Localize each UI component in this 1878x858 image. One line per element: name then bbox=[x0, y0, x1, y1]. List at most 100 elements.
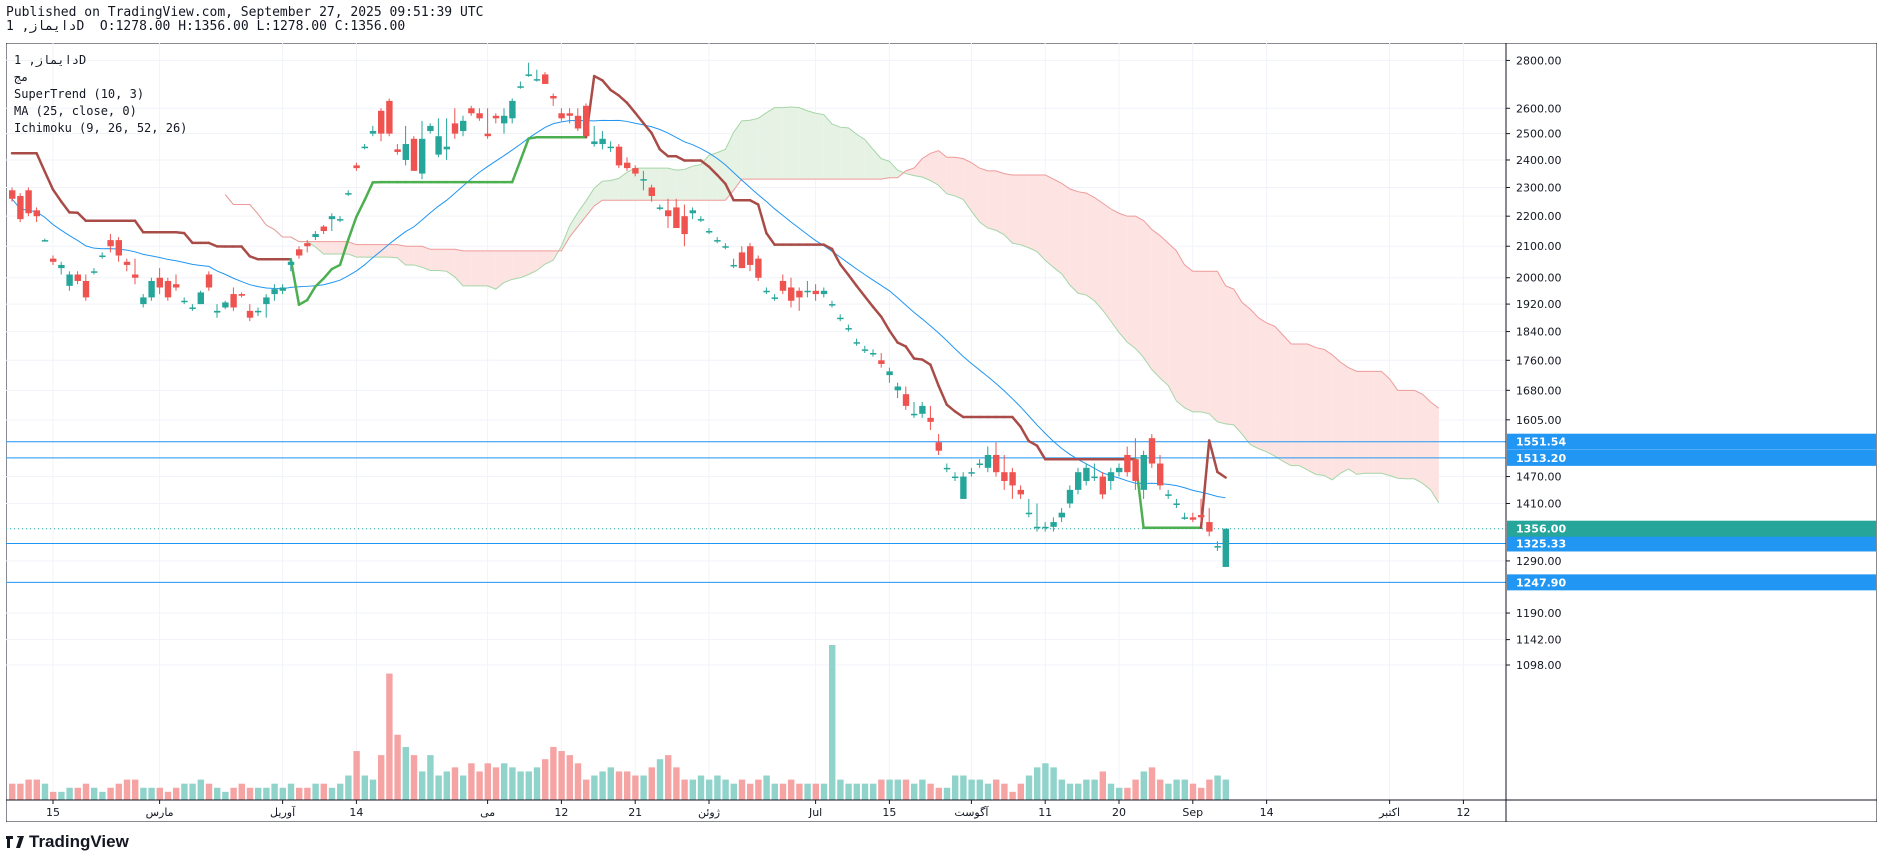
ichimoku-cloud-segment bbox=[1086, 193, 1095, 301]
volume-bar bbox=[722, 779, 729, 800]
supertrend-segment bbox=[658, 148, 670, 158]
y-tick-label: 1680.00 bbox=[1516, 384, 1562, 397]
candle-body bbox=[911, 413, 918, 416]
volume-bar bbox=[960, 775, 967, 800]
candle-body bbox=[1001, 472, 1008, 481]
candle-body bbox=[1066, 489, 1074, 504]
candle-body bbox=[353, 165, 360, 169]
ichimoku-cloud-segment bbox=[766, 107, 775, 180]
ichimoku-cloud-segment bbox=[1069, 188, 1078, 294]
ichimoku-cloud-segment bbox=[512, 250, 521, 280]
supertrend-segment bbox=[1027, 439, 1039, 447]
supertrend-segment bbox=[1019, 425, 1031, 443]
candle-body bbox=[689, 210, 696, 214]
volume-bar bbox=[271, 783, 278, 800]
volume-bar bbox=[697, 775, 705, 800]
supertrend-segment bbox=[527, 135, 539, 140]
candle-body bbox=[279, 287, 286, 291]
y-tick-label: 2100.00 bbox=[1516, 240, 1562, 253]
volume-bar bbox=[238, 783, 245, 800]
candle-body bbox=[779, 280, 787, 291]
volume-bar bbox=[525, 771, 532, 800]
ichimoku-span-a bbox=[224, 106, 1440, 504]
supertrend-segment bbox=[43, 170, 55, 191]
ichimoku-cloud-segment bbox=[987, 170, 996, 231]
volume-bar bbox=[345, 775, 352, 800]
volume-bar bbox=[82, 783, 90, 800]
y-tick-label: 1760.00 bbox=[1516, 354, 1562, 367]
price-chart[interactable]: 1098.00 1142.00 1190.00 1247.90 1290.00 1325.… bbox=[5, 42, 1878, 823]
volume-bar bbox=[107, 787, 114, 800]
volume-bar bbox=[632, 775, 639, 800]
tradingview-logo-icon bbox=[6, 836, 24, 848]
ichimoku-cloud-segment bbox=[922, 153, 931, 181]
ichimoku-cloud-segment bbox=[487, 250, 496, 290]
volume-bar bbox=[681, 779, 688, 800]
price-badge-label: 1513.20 bbox=[1516, 452, 1566, 465]
ichimoku-cloud-segment bbox=[1176, 250, 1185, 408]
volume-bar bbox=[33, 779, 40, 800]
ichimoku-cloud-segment bbox=[1389, 378, 1398, 479]
candle-body bbox=[574, 115, 582, 129]
volume-bar bbox=[542, 759, 549, 800]
volume-bar bbox=[656, 759, 664, 800]
volume-bar bbox=[361, 775, 368, 800]
ichimoku-cloud-segment bbox=[397, 244, 406, 265]
x-tick-label: اکتبر bbox=[1378, 806, 1400, 819]
price-badge bbox=[1507, 535, 1876, 552]
ichimoku-cloud-segment bbox=[504, 250, 513, 283]
y-tick-label: 1410.00 bbox=[1516, 497, 1562, 510]
ichimoku-cloud-segment bbox=[1119, 213, 1128, 343]
ichimoku-cloud-segment bbox=[1340, 362, 1349, 474]
volume-bar bbox=[1058, 779, 1065, 800]
volume-bar bbox=[58, 791, 65, 800]
legend-ichimoku[interactable]: Ichimoku (9, 26, 52, 26) bbox=[14, 121, 188, 135]
ichimoku-cloud-segment bbox=[889, 161, 898, 178]
candle-body bbox=[1140, 454, 1147, 490]
supertrend-segment bbox=[625, 101, 637, 115]
ichimoku-cloud-segment bbox=[1250, 309, 1259, 449]
x-tick-label: 12 bbox=[1456, 806, 1470, 819]
candle-body bbox=[509, 100, 516, 119]
candle-body bbox=[1025, 512, 1033, 515]
ichimoku-cloud-segment bbox=[1037, 174, 1046, 261]
volume-bar bbox=[1107, 783, 1115, 800]
volume-bar bbox=[845, 783, 852, 800]
candle-body bbox=[460, 120, 467, 132]
candle-body bbox=[66, 274, 73, 286]
volume-bar bbox=[1116, 787, 1123, 800]
ichimoku-cloud-segment bbox=[577, 200, 586, 227]
volume-bar bbox=[1099, 771, 1106, 800]
candle-body bbox=[607, 146, 614, 149]
volume-bar bbox=[870, 783, 877, 800]
ichimoku-cloud-segment bbox=[1283, 335, 1292, 466]
supertrend-segment bbox=[297, 298, 309, 307]
candle-body bbox=[1058, 512, 1065, 518]
candle-body bbox=[706, 231, 713, 233]
candle-body bbox=[1214, 546, 1221, 548]
candle-body bbox=[58, 264, 65, 269]
ichimoku-cloud-segment bbox=[1291, 343, 1300, 466]
candle-body bbox=[238, 294, 245, 296]
volume-bar bbox=[1066, 783, 1074, 800]
chart-area[interactable]: 1098.00 1142.00 1190.00 1247.90 1290.00 1325.… bbox=[5, 42, 1878, 823]
price-badge bbox=[1507, 520, 1876, 537]
tradingview-logo[interactable]: TradingView bbox=[6, 831, 129, 853]
ichimoku-cloud-segment bbox=[1430, 401, 1439, 503]
legend-supertrend[interactable]: SuperTrend (10, 3) bbox=[14, 87, 145, 101]
candle-body bbox=[1222, 528, 1229, 567]
volume-bar bbox=[435, 775, 442, 800]
ichimoku-cloud-segment bbox=[684, 166, 693, 201]
legend-ma[interactable]: MA (25, close, 0) bbox=[14, 104, 137, 118]
volume-bar bbox=[919, 779, 926, 800]
volume-bar bbox=[927, 783, 934, 800]
legend-symbol[interactable]: دایماز, 1D bbox=[14, 53, 87, 67]
ichimoku-cloud-segment bbox=[791, 107, 800, 180]
volume-bar bbox=[419, 771, 426, 800]
volume-bar bbox=[1091, 779, 1098, 800]
volume-bar bbox=[607, 767, 614, 800]
candle-body bbox=[984, 454, 992, 468]
candle-body bbox=[591, 141, 598, 145]
candle-body bbox=[943, 467, 951, 470]
x-tick-label: آوریل bbox=[270, 805, 296, 819]
